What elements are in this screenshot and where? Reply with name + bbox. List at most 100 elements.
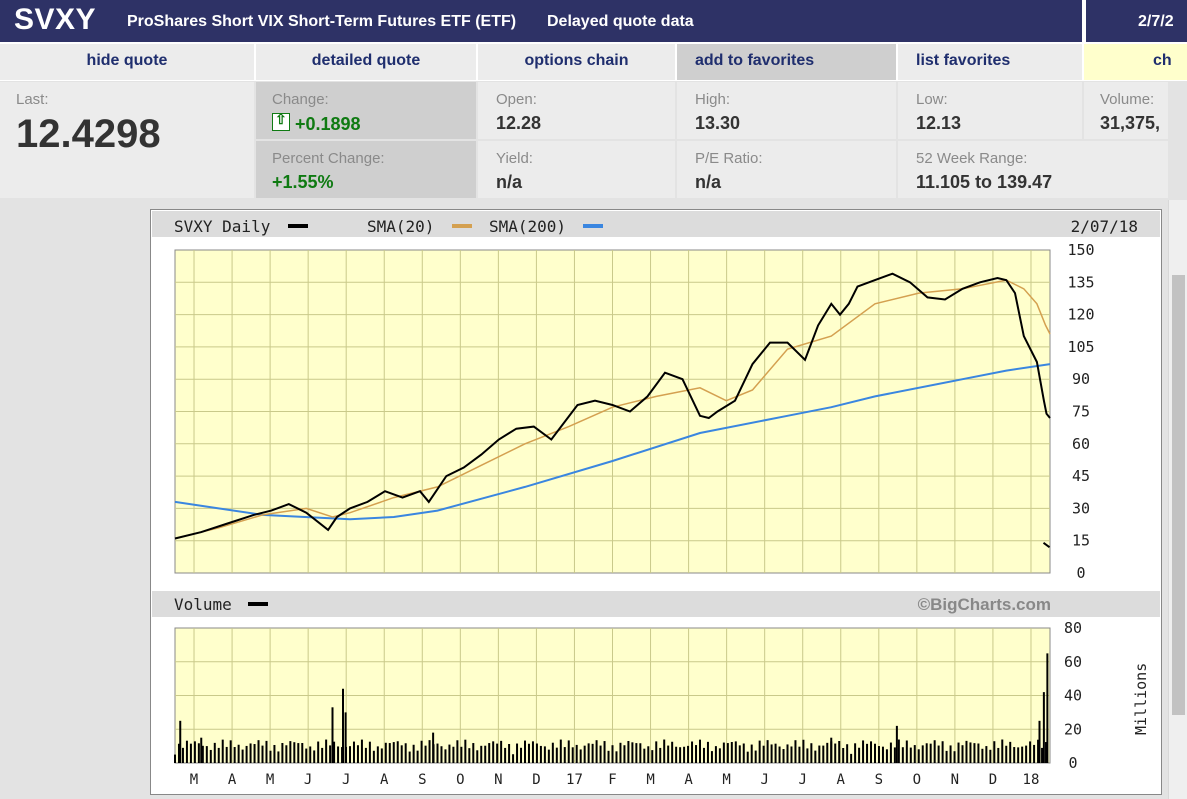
pe-ratio-label: P/E Ratio: bbox=[695, 150, 763, 167]
header-divider bbox=[1082, 0, 1086, 42]
change-value-wrap: ⇧ +0.1898 bbox=[272, 111, 361, 135]
x-tick-label: M bbox=[266, 772, 274, 788]
volume-legend-swatch bbox=[248, 602, 268, 606]
volume-cell: Volume: 31,375, bbox=[1084, 82, 1168, 139]
x-tick-label: M bbox=[190, 772, 198, 788]
ticker-symbol: SVXY bbox=[14, 3, 97, 36]
volume-value: 31,375, bbox=[1100, 113, 1161, 133]
hide-quote-button[interactable]: hide quote bbox=[0, 44, 254, 80]
open-cell: Open: 12.28 bbox=[478, 82, 675, 139]
quote-header: SVXY ProShares Short VIX Short-Term Futu… bbox=[0, 0, 1187, 42]
yield-value: n/a bbox=[496, 172, 523, 192]
list-favorites-button[interactable]: list favorites bbox=[898, 44, 1082, 80]
delayed-quote-notice: Delayed quote data bbox=[547, 13, 694, 30]
sma200-legend-swatch bbox=[583, 224, 603, 228]
sma20-legend-label: SMA(20) bbox=[367, 217, 434, 236]
x-tick-label: N bbox=[951, 772, 959, 788]
sma200-legend-label: SMA(200) bbox=[489, 217, 566, 236]
sma20-line bbox=[174, 279, 1051, 540]
x-axis-month-labels: M A M J J A S O N D 17 F M A M J J A S O N D 18 bbox=[190, 772, 1040, 788]
week-range-value: 11.105 to 139.47 bbox=[916, 172, 1053, 192]
x-tick-label: J bbox=[304, 772, 312, 788]
bigcharts-credit: ©BigCharts.com bbox=[918, 595, 1051, 614]
detailed-quote-button[interactable]: detailed quote bbox=[256, 44, 476, 80]
change-cell: Change: ⇧ +0.1898 bbox=[256, 82, 476, 139]
y-tick-label: 30 bbox=[1072, 499, 1090, 517]
y-tick-label: 90 bbox=[1072, 370, 1090, 388]
x-tick-label: S bbox=[418, 772, 426, 788]
pe-ratio-cell: P/E Ratio: n/a bbox=[677, 141, 896, 198]
chart-title: SVXY Daily bbox=[174, 217, 271, 236]
y-tick-label: 0 bbox=[1076, 564, 1085, 582]
x-tick-label: A bbox=[380, 772, 389, 788]
x-tick-label: J bbox=[342, 772, 350, 788]
open-label: Open: bbox=[496, 91, 537, 108]
week-range-label: 52 Week Range: bbox=[916, 150, 1028, 167]
high-cell: High: 13.30 bbox=[677, 82, 896, 139]
volume-grid bbox=[175, 628, 1050, 763]
volume-unit-label: Millions bbox=[1132, 663, 1150, 735]
x-tick-label: 18 bbox=[1023, 772, 1040, 788]
chart-canvas: SVXY Daily SMA(20) SMA(200) 2/07/18 1501… bbox=[152, 211, 1160, 788]
x-tick-label: 17 bbox=[566, 772, 583, 788]
x-tick-label: D bbox=[989, 772, 997, 788]
pe-ratio-value: n/a bbox=[695, 172, 722, 192]
x-tick-label: A bbox=[228, 772, 237, 788]
page-scrollbar[interactable] bbox=[1168, 200, 1187, 799]
sma200-line bbox=[174, 363, 1051, 521]
up-arrow-icon: ⇧ bbox=[272, 111, 290, 131]
volume-title: Volume bbox=[174, 595, 232, 614]
low-value: 12.13 bbox=[916, 113, 962, 133]
x-tick-label: F bbox=[608, 772, 616, 788]
y-tick-label: 60 bbox=[1072, 435, 1090, 453]
volume-tick-label: 40 bbox=[1064, 687, 1082, 705]
change-label: Change: bbox=[272, 91, 329, 108]
sma20-legend-swatch bbox=[452, 224, 472, 228]
volume-y-axis: 80 60 40 20 0 bbox=[1064, 619, 1082, 772]
chart-date: 2/07/18 bbox=[1071, 217, 1138, 236]
options-chain-button[interactable]: options chain bbox=[478, 44, 675, 80]
latest-price-mark bbox=[1042, 542, 1051, 548]
percent-change-label: Percent Change: bbox=[272, 150, 385, 167]
y-tick-label: 135 bbox=[1067, 273, 1094, 291]
low-cell: Low: 12.13 bbox=[898, 82, 1082, 139]
x-tick-label: J bbox=[798, 772, 806, 788]
y-tick-label: 75 bbox=[1072, 403, 1090, 421]
volume-tick-label: 60 bbox=[1064, 653, 1082, 671]
week-range-cell: 52 Week Range: 11.105 to 139.47 bbox=[898, 141, 1168, 198]
x-tick-label: A bbox=[837, 772, 846, 788]
volume-tick-label: 0 bbox=[1068, 754, 1077, 772]
yield-label: Yield: bbox=[496, 150, 533, 167]
high-label: High: bbox=[695, 91, 731, 108]
quote-date: 2/7/2 bbox=[1138, 13, 1174, 30]
chart-header-bar bbox=[152, 211, 1160, 237]
y-tick-label: 150 bbox=[1067, 241, 1094, 259]
x-tick-label: M bbox=[722, 772, 730, 788]
x-tick-label: N bbox=[494, 772, 502, 788]
volume-bars bbox=[174, 653, 1049, 763]
y-tick-label: 15 bbox=[1072, 532, 1090, 550]
volume-tick-label: 80 bbox=[1064, 619, 1082, 637]
scrollbar-thumb[interactable] bbox=[1172, 275, 1185, 715]
y-tick-label: 45 bbox=[1072, 467, 1090, 485]
last-price-cell: Last: 12.4298 bbox=[0, 82, 254, 198]
high-value: 13.30 bbox=[695, 113, 741, 133]
fund-name: ProShares Short VIX Short-Term Futures E… bbox=[127, 13, 517, 30]
x-tick-label: S bbox=[875, 772, 883, 788]
yield-cell: Yield: n/a bbox=[478, 141, 675, 198]
volume-label: Volume: bbox=[1100, 91, 1155, 108]
x-tick-label: M bbox=[646, 772, 654, 788]
change-value: +0.1898 bbox=[295, 114, 361, 134]
open-value: 12.28 bbox=[496, 113, 542, 133]
add-to-favorites-button[interactable]: add to favorites bbox=[677, 44, 896, 80]
volume-tick-label: 20 bbox=[1064, 720, 1082, 738]
percent-change-value: +1.55% bbox=[272, 172, 334, 192]
y-tick-label: 105 bbox=[1067, 338, 1094, 356]
price-line bbox=[174, 272, 1051, 540]
last-label: Last: bbox=[16, 91, 49, 108]
last-price: 12.4298 bbox=[16, 112, 161, 156]
x-tick-label: D bbox=[532, 772, 540, 788]
price-grid bbox=[175, 250, 1050, 573]
chart-button[interactable]: ch bbox=[1084, 44, 1187, 80]
